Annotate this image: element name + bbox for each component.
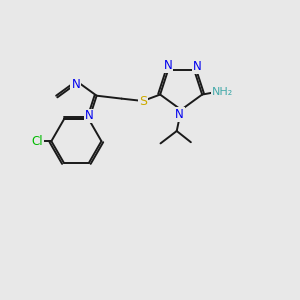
Text: N: N <box>85 110 93 122</box>
Text: S: S <box>139 95 147 108</box>
Text: N: N <box>71 78 80 91</box>
Text: NH₂: NH₂ <box>212 87 233 97</box>
Text: N: N <box>193 60 202 74</box>
Text: N: N <box>164 59 172 72</box>
Text: N: N <box>175 108 184 121</box>
Text: Cl: Cl <box>32 135 43 148</box>
